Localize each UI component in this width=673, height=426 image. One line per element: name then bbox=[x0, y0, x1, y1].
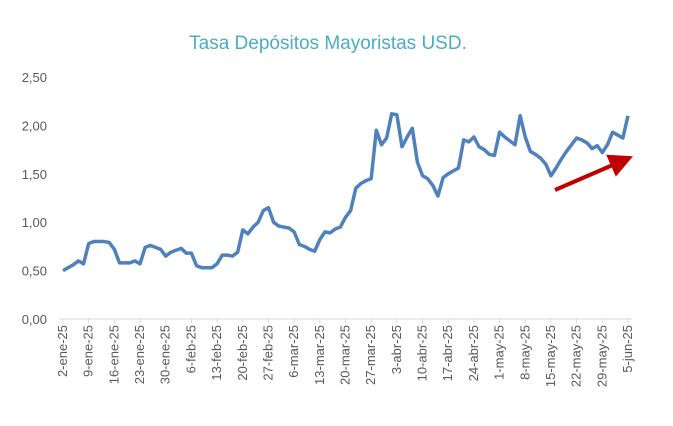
x-tick-label: 22-may-25 bbox=[569, 325, 584, 387]
y-tick-label: 0,00 bbox=[22, 312, 47, 327]
x-tick-label: 27-feb-25 bbox=[260, 325, 275, 381]
x-tick-label: 24-abr-25 bbox=[466, 325, 481, 381]
x-tick-label: 13-feb-25 bbox=[209, 325, 224, 381]
x-tick-label: 6-feb-25 bbox=[183, 325, 198, 373]
x-tick-label: 16-ene-25 bbox=[106, 325, 121, 384]
x-tick-label: 9-ene-25 bbox=[81, 325, 96, 377]
chart-title: Tasa Depósitos Mayoristas USD. bbox=[189, 33, 467, 54]
y-tick-label: 1,50 bbox=[22, 167, 47, 182]
x-tick-label: 8-may-25 bbox=[517, 325, 532, 380]
trend-arrow bbox=[554, 154, 634, 192]
x-tick-label: 15-may-25 bbox=[543, 325, 558, 387]
x-tick-label: 17-abr-25 bbox=[440, 325, 455, 381]
x-tick-label: 3-abr-25 bbox=[389, 325, 404, 374]
x-tick-label: 2-ene-25 bbox=[55, 325, 70, 377]
x-tick-label: 20-mar-25 bbox=[338, 325, 353, 385]
x-tick-label: 1-may-25 bbox=[492, 325, 507, 380]
x-tick-label: 6-mar-25 bbox=[286, 325, 301, 378]
x-tick-label: 20-feb-25 bbox=[235, 325, 250, 381]
x-tick-label: 29-may-25 bbox=[594, 325, 609, 387]
x-tick-label: 23-ene-25 bbox=[132, 325, 147, 384]
y-tick-label: 1,00 bbox=[22, 215, 47, 230]
y-tick-label: 2,50 bbox=[22, 70, 47, 85]
x-tick-label: 13-mar-25 bbox=[312, 325, 327, 385]
x-tick-label: 27-mar-25 bbox=[363, 325, 378, 385]
x-tick-label: 30-ene-25 bbox=[158, 325, 173, 384]
x-tick-label: 10-abr-25 bbox=[415, 325, 430, 381]
x-tick-label: 5-jun-25 bbox=[620, 325, 635, 373]
y-tick-label: 2,00 bbox=[22, 118, 47, 133]
series-line bbox=[62, 112, 630, 273]
y-tick-label: 0,50 bbox=[22, 264, 47, 279]
